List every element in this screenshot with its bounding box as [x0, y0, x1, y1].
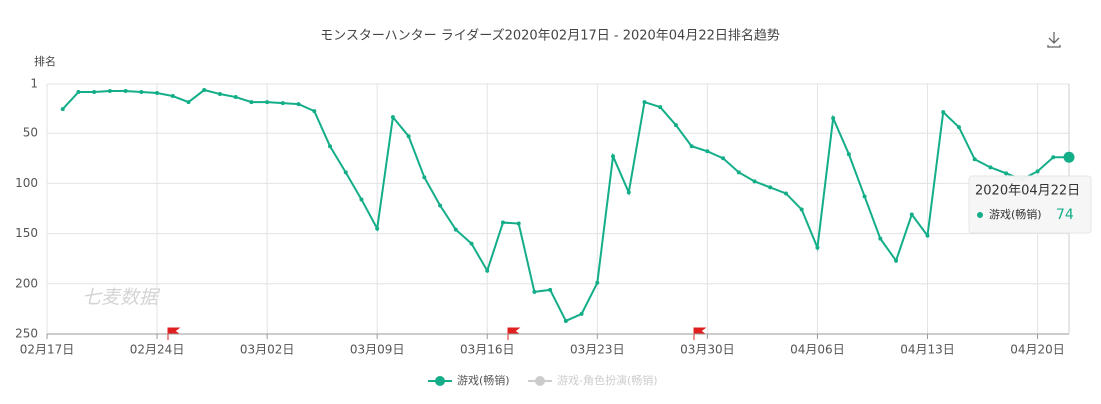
data-point — [123, 89, 128, 94]
data-point — [76, 90, 81, 95]
y-axis-label: 排名 — [34, 54, 56, 68]
data-point — [92, 90, 97, 95]
data-point — [831, 116, 836, 121]
data-point — [265, 100, 270, 105]
data-point — [1035, 169, 1040, 174]
data-point — [721, 156, 726, 161]
x-tick-label: 02月17日 — [20, 343, 75, 357]
data-point — [280, 101, 285, 106]
data-point — [516, 221, 521, 226]
data-point — [312, 109, 317, 114]
data-point — [500, 220, 505, 225]
y-tick-label: 50 — [23, 126, 38, 140]
data-point — [532, 289, 537, 294]
data-point — [658, 105, 663, 110]
data-point — [579, 311, 584, 316]
data-point — [988, 165, 993, 170]
data-point — [941, 110, 946, 115]
data-point — [611, 154, 616, 159]
data-point — [1063, 151, 1075, 163]
series-line — [61, 88, 1069, 323]
y-tick-label: 100 — [15, 176, 38, 190]
data-point — [469, 241, 474, 246]
data-point — [422, 175, 427, 180]
data-point — [1051, 155, 1056, 160]
data-point — [343, 170, 348, 175]
data-point — [846, 152, 851, 157]
data-point — [390, 115, 395, 120]
tooltip-series: 游戏(畅销) — [989, 207, 1042, 221]
data-point — [862, 194, 867, 199]
x-tick-label: 03月09日 — [350, 343, 405, 357]
data-point — [1004, 171, 1009, 176]
legend-marker — [535, 376, 545, 386]
data-point — [626, 190, 631, 195]
data-point — [815, 245, 820, 250]
data-point — [249, 100, 254, 105]
data-point — [925, 233, 930, 238]
data-point — [328, 144, 333, 149]
y-tick-label: 250 — [15, 327, 38, 341]
data-point — [894, 258, 899, 263]
x-tick-label: 03月23日 — [570, 343, 625, 357]
data-point — [139, 90, 144, 95]
x-tick-label: 04月06日 — [790, 343, 845, 357]
tooltip-title: 2020年04月22日 — [975, 184, 1080, 199]
data-point — [485, 268, 490, 273]
y-tick-label: 150 — [15, 226, 38, 240]
data-point — [548, 287, 553, 292]
data-point — [673, 123, 678, 128]
x-tick-label: 03月16日 — [460, 343, 515, 357]
data-point — [878, 236, 883, 241]
data-point — [438, 203, 443, 208]
tooltip-box — [968, 175, 1092, 234]
data-point — [170, 94, 175, 99]
data-point — [768, 185, 773, 190]
data-point — [359, 197, 364, 202]
x-tick-label: 03月02日 — [240, 343, 295, 357]
legend-label: 游戏-角色扮演(畅销) — [557, 373, 658, 387]
tooltip-dot — [977, 212, 983, 218]
data-point — [107, 89, 112, 94]
data-point — [783, 191, 788, 196]
data-point — [233, 95, 238, 100]
x-tick-label: 02月24日 — [130, 343, 185, 357]
data-point — [406, 134, 411, 139]
data-point — [972, 157, 977, 162]
data-point — [642, 100, 647, 105]
x-tick-label: 04月20日 — [1010, 343, 1065, 357]
legend-marker — [435, 376, 445, 386]
chart-title: モンスターハンター ライダーズ2020年02月17日 - 2020年04月22日… — [320, 28, 780, 44]
data-point — [799, 207, 804, 212]
x-tick-label: 04月13日 — [900, 343, 955, 357]
tooltip-value: 74 — [1056, 207, 1074, 223]
data-point — [186, 100, 191, 105]
data-point — [60, 107, 65, 112]
data-point — [909, 212, 914, 217]
y-tick-label: 200 — [15, 276, 38, 290]
data-point — [296, 102, 301, 107]
watermark: 七麦数据 — [82, 287, 161, 309]
data-point — [453, 227, 458, 232]
data-point — [705, 149, 710, 154]
x-tick-label: 03月30日 — [680, 343, 735, 357]
data-point — [375, 226, 380, 231]
data-point — [956, 125, 961, 130]
legend-label: 游戏(畅销) — [457, 373, 510, 387]
data-point — [563, 318, 568, 323]
y-tick-label: 1 — [30, 77, 38, 91]
data-point — [689, 144, 694, 149]
data-point — [595, 280, 600, 285]
download-glyph[interactable] — [1047, 32, 1061, 48]
data-point — [217, 92, 222, 97]
data-point — [752, 179, 757, 184]
download-icon[interactable] — [1047, 32, 1061, 48]
data-point — [736, 170, 741, 175]
data-point — [155, 91, 160, 96]
data-point — [202, 88, 207, 93]
